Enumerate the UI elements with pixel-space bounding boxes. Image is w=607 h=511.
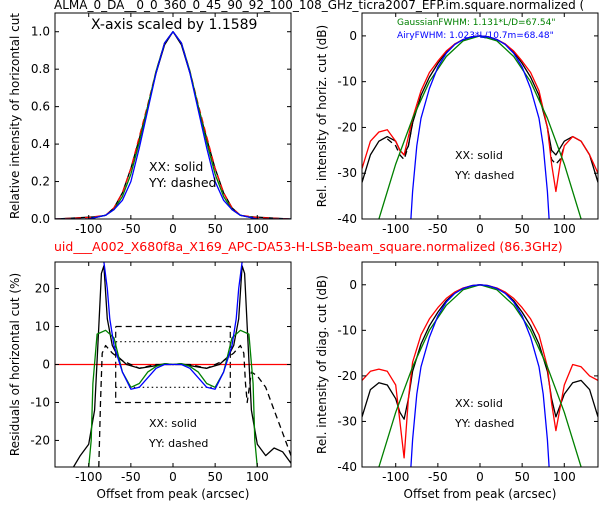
- y-axis-label: Rel. intensity of horiz. cut (dB): [315, 25, 329, 207]
- x-tick-label: 50: [515, 470, 530, 484]
- x-tick-label: 50: [208, 470, 223, 484]
- y-tick-label: 20: [35, 282, 50, 296]
- x-tick-label: -50: [428, 470, 448, 484]
- x-tick-label: 100: [553, 222, 576, 236]
- plot-area: [55, 262, 291, 467]
- scale-annotation: X-axis scaled by 1.1589: [91, 17, 257, 33]
- x-tick-label: 0: [476, 222, 484, 236]
- top-title: ALMA_0_DA__0_0_360_0_45_90_92_100_108_GH…: [54, 0, 584, 12]
- legend-yy-dashed: YY: dashed: [148, 175, 216, 190]
- legend-xx-solid: XX: solid: [149, 159, 203, 174]
- x-tick-label: -50: [428, 222, 448, 236]
- plot-frame: [361, 261, 599, 468]
- y-tick-label: 0.6: [31, 100, 50, 114]
- x-axis-label: Offset from peak (arcsec): [97, 487, 250, 501]
- y-tick-label: 0.0: [31, 212, 50, 226]
- legend-xx-solid: XX: solid: [149, 417, 197, 430]
- y-axis-label: Rel. intensity of diag. cut (dB): [315, 275, 329, 454]
- legend-yy-dashed: YY: dashed: [454, 169, 514, 182]
- reference-line-0: [115, 325, 231, 404]
- y-axis-label: Residuals of horizontal cut (%): [8, 273, 22, 456]
- y-tick-label: 0.8: [31, 62, 50, 76]
- plot-area: [55, 31, 291, 219]
- y-tick-label: 0.4: [31, 137, 50, 151]
- x-tick-label: -100: [75, 222, 102, 236]
- y-tick-label: -20: [30, 433, 50, 447]
- series-line-5: [410, 35, 550, 219]
- y-tick-label: -20: [337, 369, 357, 383]
- x-axis-label: Offset from peak (arcsec): [404, 487, 557, 501]
- x-tick-label: 100: [246, 470, 269, 484]
- series-line-2: [98, 344, 291, 467]
- y-tick-label: -10: [337, 323, 357, 337]
- y-tick-label: 0: [349, 29, 357, 43]
- y-tick-label: 10: [35, 320, 50, 334]
- series-line-1: [362, 284, 598, 459]
- x-tick-label: 50: [208, 222, 223, 236]
- legend-gaussian: GaussianFWHM: 1.131*L/D=67.54": [397, 18, 555, 28]
- legend-airy: AiryFWHM: 1.023*L/10.7m=68.48": [397, 31, 554, 41]
- x-tick-label: 100: [553, 470, 576, 484]
- y-tick-label: -10: [30, 395, 50, 409]
- series-line-3: [410, 284, 550, 467]
- y-tick-label: -30: [337, 414, 357, 428]
- x-tick-label: 0: [169, 470, 177, 484]
- plot-frame: [361, 12, 599, 220]
- legend-yy-dashed: YY: dashed: [148, 437, 208, 450]
- series-line-1: [55, 31, 291, 219]
- y-tick-label: 0: [42, 358, 50, 372]
- y-tick-label: -40: [337, 460, 357, 474]
- x-tick-label: 50: [515, 222, 530, 236]
- x-tick-label: 0: [476, 470, 484, 484]
- mid-title: uid___A002_X680f8a_X169_APC-DA53-H-LSB-b…: [54, 239, 563, 254]
- y-tick-label: -20: [337, 120, 357, 134]
- x-tick-label: -50: [121, 470, 141, 484]
- y-tick-label: -40: [337, 212, 357, 226]
- y-tick-label: 0: [349, 278, 357, 292]
- y-tick-label: -30: [337, 166, 357, 180]
- legend-xx-solid: XX: solid: [455, 149, 503, 162]
- y-tick-label: 0.2: [31, 175, 50, 189]
- y-axis-label: Relative intensity of horizontal cut: [8, 13, 22, 219]
- chart-panel-top-left: -100 -50 0 50 100 0.0 0.2 0.4 0.6 0.8 1.0 Relative …: [8, 12, 292, 236]
- plot-area: [362, 284, 598, 467]
- series-line-4: [103, 262, 243, 390]
- x-tick-label: 100: [246, 222, 269, 236]
- series-line-1: [386, 122, 414, 161]
- x-tick-label: -100: [382, 470, 409, 484]
- series-line-3: [55, 31, 291, 219]
- x-tick-label: 0: [169, 222, 177, 236]
- legend-xx-solid: XX: solid: [455, 397, 503, 410]
- series-line-2: [55, 31, 291, 219]
- y-tick-label: -10: [337, 75, 357, 89]
- legend-yy-dashed: YY: dashed: [454, 417, 514, 430]
- x-tick-label: -50: [121, 222, 141, 236]
- plot-area: [362, 35, 598, 219]
- series-line-0: [55, 31, 291, 219]
- y-tick-label: 1.0: [31, 25, 50, 39]
- x-tick-label: -100: [75, 470, 102, 484]
- x-tick-label: -100: [382, 222, 409, 236]
